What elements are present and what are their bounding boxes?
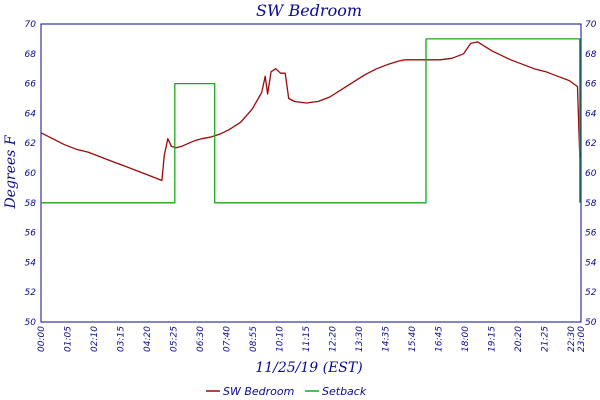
series-layer <box>40 38 581 204</box>
legend-label: Setback <box>322 385 367 398</box>
y-tick-label-right: 60 <box>585 169 597 179</box>
x-tick-label: 01:05 <box>64 326 74 352</box>
y-tick-label-right: 52 <box>585 288 597 298</box>
y-tick-label-right: 58 <box>585 199 597 209</box>
x-tick-label: 18:00 <box>461 326 471 352</box>
x-tick-label: 16:45 <box>435 326 445 352</box>
ticks: 50 50 52 52 54 54 56 56 58 58 60 60 62 62 64 64 66 66 68 68… <box>25 20 597 352</box>
x-tick-label: 21:25 <box>541 326 551 352</box>
y-tick-label-right: 64 <box>585 109 597 119</box>
y-tick-label-right: 62 <box>585 139 597 149</box>
y-tick-label-left: 62 <box>25 139 37 149</box>
y-tick-label-right: 54 <box>585 258 597 268</box>
legend: SW Bedroom Setback <box>206 385 367 398</box>
y-tick-label-left: 52 <box>25 288 37 298</box>
x-tick-label: 13:30 <box>355 326 365 352</box>
y-tick-label-left: 70 <box>25 20 37 30</box>
y-tick-label-left: 50 <box>25 318 37 328</box>
plot-frame <box>40 23 582 323</box>
y-tick-label-right: 66 <box>585 80 597 90</box>
y-tick-label-left: 58 <box>25 199 37 209</box>
y-tick-label-left: 60 <box>25 169 37 179</box>
x-tick-label: 19:15 <box>488 326 498 352</box>
y-axis-label: Degrees F <box>3 134 19 209</box>
series-line-sw-bedroom <box>40 41 581 182</box>
y-tick-label-left: 56 <box>25 229 37 239</box>
x-tick-label: 08:55 <box>249 326 259 352</box>
chart-title: SW Bedroom <box>256 1 362 20</box>
x-tick-label: 05:25 <box>170 326 180 352</box>
legend-label: SW Bedroom <box>223 385 294 398</box>
x-tick-label: 03:15 <box>117 326 127 352</box>
series-line-setback <box>41 38 581 204</box>
x-tick-label: 22:30 <box>567 326 577 352</box>
y-tick-label-right: 50 <box>585 318 597 328</box>
x-tick-label: 15:40 <box>408 326 418 352</box>
y-tick-label-right: 70 <box>585 20 597 30</box>
y-tick-label-right: 56 <box>585 229 597 239</box>
x-tick-label: 20:20 <box>514 326 524 352</box>
x-tick-label: 12:20 <box>329 326 339 352</box>
x-tick-label: 11:15 <box>302 326 312 352</box>
y-tick-label-left: 68 <box>25 50 37 60</box>
x-tick-label: 14:35 <box>382 326 392 352</box>
x-tick-label: 06:30 <box>196 326 206 352</box>
x-tick-label: 00:00 <box>37 326 47 352</box>
x-tick-label: 02:10 <box>90 326 100 352</box>
x-tick-label: 23:00 <box>577 326 587 352</box>
plot-border <box>40 23 582 323</box>
y-tick-label-left: 64 <box>25 109 37 119</box>
y-tick-label-left: 54 <box>25 258 37 268</box>
x-tick-label: 04:20 <box>143 326 153 352</box>
x-tick-label: 07:40 <box>223 326 233 352</box>
x-tick-label: 10:10 <box>276 326 286 352</box>
x-axis-label: 11/25/19 (EST) <box>255 360 362 376</box>
y-tick-label-left: 66 <box>25 80 37 90</box>
plot-background <box>41 24 581 322</box>
y-tick-label-right: 68 <box>585 50 597 60</box>
